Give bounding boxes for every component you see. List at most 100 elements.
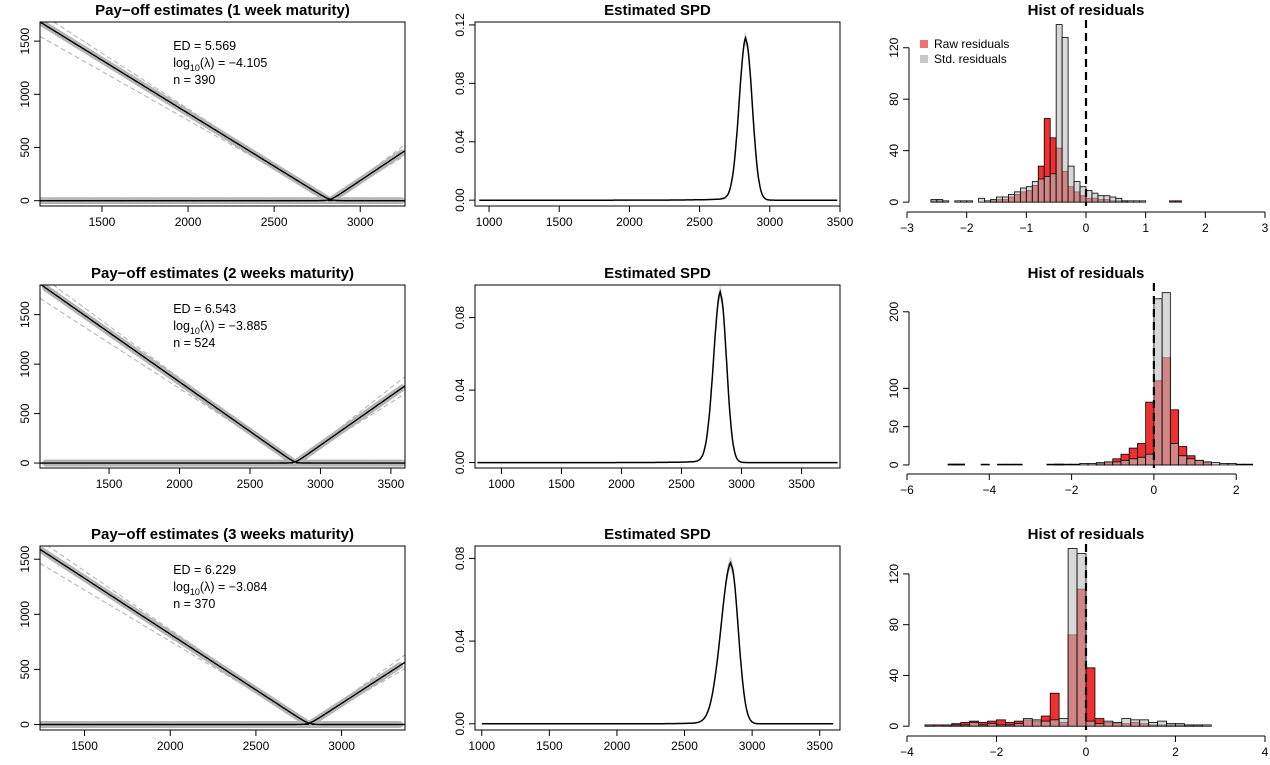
spd-confidence-band (477, 285, 838, 463)
std-residual-bar (1014, 723, 1024, 727)
x-tick-label: 1500 (546, 215, 573, 229)
std-residual-bar (947, 463, 957, 466)
std-residual-bar (1169, 443, 1179, 466)
x-tick-label: 2000 (604, 739, 631, 753)
x-tick-label: 3000 (728, 477, 755, 491)
y-tick-label: 120 (887, 37, 901, 57)
x-tick-label: 1000 (488, 477, 515, 491)
std-residual-bar (1062, 463, 1072, 466)
std-residual-bar (1091, 192, 1099, 203)
x-axis: 1500 2000 2500 3000 (89, 206, 374, 229)
x-tick-label: 2500 (686, 215, 713, 229)
std-residual-bar (1031, 181, 1039, 203)
spd-curve (479, 35, 838, 201)
x-tick-label: 2 (1172, 745, 1179, 759)
y-tick-label: 1000 (18, 350, 32, 377)
y-axis: 0 40 80 120 (887, 37, 910, 205)
std-residual-bar (1071, 463, 1081, 466)
x-tick-label: 0 (1151, 483, 1158, 497)
y-tick-label: 0.00 (453, 451, 467, 475)
std-residual-bar (1130, 719, 1141, 727)
y-axis: 0 50 100 200 (887, 301, 910, 468)
std-residual-bar (1148, 721, 1159, 727)
x-tick-label: 1500 (71, 739, 98, 753)
raw-residual-bar (1169, 200, 1176, 203)
plot-box (39, 545, 406, 731)
y-axis: 0 500 1000 1500 (18, 546, 40, 728)
x-axis: 1000 1500 2000 2500 3000 3500 (476, 206, 854, 229)
panel-title: Pay−off estimates (1 week maturity) (95, 2, 350, 19)
x-tick-label: −2 (960, 221, 974, 235)
std-residual-bar (1153, 298, 1163, 466)
x-tick-label: 2500 (668, 477, 695, 491)
panel-title: Pay−off estimates (3 weeks maturity) (91, 526, 354, 543)
std-residual-bar (1137, 456, 1147, 466)
y-tick-label: 50 (887, 420, 901, 434)
std-residual-bar (1054, 463, 1064, 466)
std-residual-bar (1133, 200, 1141, 203)
std-residual-bar (1087, 463, 1097, 466)
x-tick-label: 1000 (476, 215, 503, 229)
spd-panel: 1000 1500 2000 2500 3000 3500 0.00 0.04 0.08 (453, 545, 841, 753)
std-residual-bar (954, 200, 962, 203)
std-residual-bar (1145, 453, 1155, 466)
std-residual-bar (1121, 718, 1132, 727)
x-tick-label: −2 (1065, 483, 1079, 497)
plot-box (474, 21, 841, 207)
x-axis: −3 −2 −1 0 1 2 3 (900, 211, 1269, 235)
std-residual-bar (1227, 463, 1237, 466)
std-residual-bar (1121, 200, 1129, 203)
std-residual-bar (1235, 463, 1245, 466)
std-residual-bar (1076, 553, 1087, 727)
panel-title: Estimated SPD (604, 2, 711, 19)
std-residual-bar (1073, 181, 1081, 203)
y-tick-label: 0.00 (453, 188, 467, 212)
x-tick-label: 3500 (788, 477, 815, 491)
annotation-ed: ED = 5.569 (173, 39, 236, 53)
std-residual-bar (1193, 724, 1203, 727)
std-residual-bar (1008, 194, 1015, 203)
y-axis: 0 500 1000 1500 (18, 301, 40, 466)
std-residual-bar (1157, 720, 1167, 727)
raw-residual-bar (1175, 200, 1182, 203)
legend-label-std: Std. residuals (934, 52, 1007, 66)
x-tick-label: 3000 (756, 215, 783, 229)
std-residual-bar (978, 197, 985, 203)
std-residual-bar (1184, 724, 1194, 727)
raw-residual-bar (1085, 667, 1096, 727)
std-residual-bar (1202, 461, 1212, 466)
spd-curve (481, 560, 834, 725)
panel-title: Estimated SPD (604, 265, 711, 282)
annotation-n: n = 390 (173, 73, 215, 87)
y-tick-label: 500 (18, 403, 32, 423)
payoff-panel: 1500 2000 2500 3000 0 500 1000 1500 ED = 5.569 lo… (18, 21, 406, 229)
y-tick-label: 80 (887, 618, 901, 632)
x-tick-label: 1000 (468, 739, 495, 753)
std-residual-bar (1002, 196, 1009, 203)
y-tick-label: 0.12 (453, 13, 467, 37)
y-tick-label: 0.08 (453, 71, 467, 95)
std-residual-bar (1061, 37, 1069, 203)
spd-confidence-band (481, 556, 834, 724)
call-band-upper (40, 144, 405, 202)
std-residual-bar (1085, 720, 1096, 727)
y-tick-label: 1500 (18, 546, 32, 573)
std-residual-bar (942, 724, 953, 727)
std-residual-bar (1040, 720, 1051, 727)
x-tick-label: 0 (1083, 221, 1090, 235)
panel-title: Estimated SPD (604, 526, 711, 543)
std-residual-bar (960, 724, 971, 727)
spd-panel: 1000 1500 2000 2500 3000 3500 0.00 0.04 0.08 0.12 (453, 13, 854, 229)
std-residual-bar (969, 721, 980, 727)
std-residual-bar (936, 199, 944, 203)
std-residual-bar (1128, 458, 1138, 466)
std-residual-bar (996, 724, 1006, 727)
y-tick-label: 0.04 (453, 629, 467, 653)
plot-box (474, 545, 841, 731)
raw-residual-bar (1005, 463, 1015, 466)
std-residual-bar (930, 199, 938, 203)
annotation-lambda: log10(λ) = −3.084 (173, 580, 267, 597)
y-axis: 0.00 0.04 0.08 (453, 546, 475, 735)
y-tick-label: 0.00 (453, 712, 467, 736)
